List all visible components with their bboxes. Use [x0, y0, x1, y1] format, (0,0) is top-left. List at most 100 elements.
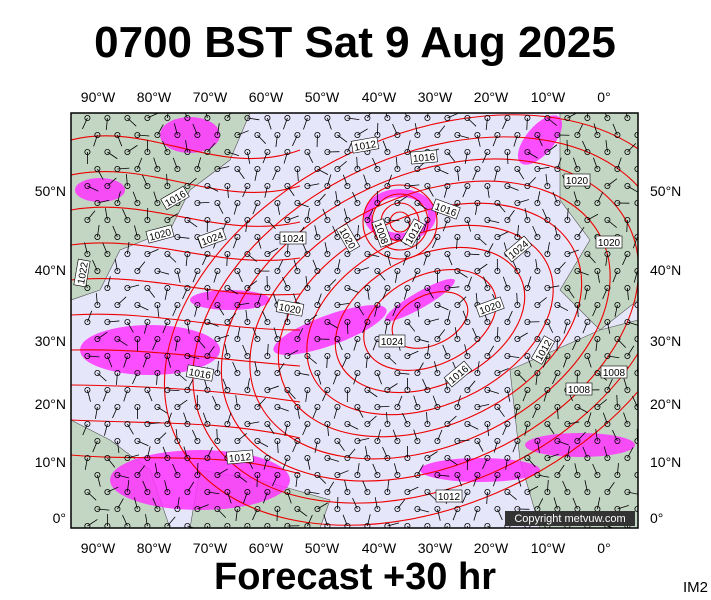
- barb: [382, 140, 388, 153]
- lon-label: 80°W: [137, 89, 172, 105]
- barb: [614, 335, 621, 342]
- barb: [407, 486, 419, 493]
- barb: [387, 383, 398, 391]
- barb: [247, 253, 258, 262]
- barb: [104, 488, 111, 495]
- barb: [344, 480, 348, 493]
- barb: [494, 168, 498, 181]
- barb: [374, 505, 381, 512]
- barb: [607, 525, 614, 528]
- barb: [487, 389, 500, 394]
- barb: [194, 131, 201, 138]
- barb: [204, 250, 211, 257]
- barb: [513, 134, 518, 147]
- barb: [624, 318, 631, 325]
- barb: [444, 250, 451, 257]
- barb: [384, 115, 391, 122]
- barb: [394, 403, 401, 410]
- barb: [497, 508, 503, 521]
- barb: [294, 335, 301, 342]
- barb: [622, 253, 628, 266]
- barb: [87, 185, 99, 192]
- barb: [384, 386, 391, 393]
- barb: [402, 412, 408, 425]
- barb: [447, 415, 457, 425]
- barb: [577, 124, 584, 136]
- lon-label: 0°: [597, 540, 610, 556]
- barb: [512, 259, 518, 272]
- barb: [334, 335, 341, 342]
- barb: [174, 369, 181, 376]
- barb: [87, 210, 96, 221]
- barb: [207, 346, 215, 357]
- barb: [137, 465, 146, 476]
- barb: [137, 261, 146, 272]
- barb: [404, 318, 411, 325]
- barb: [257, 397, 266, 408]
- barb: [127, 145, 138, 153]
- barb: [372, 463, 378, 476]
- barb: [167, 389, 180, 392]
- barb: [487, 219, 500, 223]
- barb: [544, 148, 551, 155]
- barb: [204, 420, 211, 427]
- barb: [524, 208, 528, 221]
- barb: [457, 168, 460, 181]
- barb: [414, 267, 421, 274]
- barb: [304, 115, 311, 122]
- barb: [504, 420, 511, 427]
- barb: [194, 437, 201, 444]
- barb: [272, 168, 278, 181]
- barb: [447, 253, 453, 266]
- barb: [595, 338, 598, 351]
- barb: [604, 488, 611, 495]
- barb: [144, 250, 151, 257]
- barb: [557, 157, 562, 170]
- barb: [117, 338, 128, 346]
- barb: [344, 250, 351, 257]
- barb: [374, 497, 378, 510]
- barb: [587, 355, 592, 368]
- barb: [444, 318, 451, 325]
- barb: [392, 429, 398, 442]
- barb: [172, 157, 178, 170]
- barb: [364, 420, 371, 427]
- barb: [487, 525, 492, 528]
- barb: [364, 488, 371, 495]
- barb: [574, 471, 581, 478]
- barb: [444, 352, 451, 359]
- barb: [252, 508, 258, 521]
- barb: [123, 389, 128, 402]
- barb: [94, 199, 101, 206]
- barb: [547, 453, 559, 459]
- barb: [457, 395, 461, 408]
- barb: [247, 378, 250, 391]
- barb: [124, 284, 131, 291]
- barb: [244, 182, 251, 189]
- barb: [437, 429, 443, 442]
- barb: [84, 216, 91, 223]
- barb: [235, 395, 238, 408]
- barb: [377, 270, 386, 281]
- barb: [584, 250, 591, 257]
- barb: [162, 140, 168, 153]
- barb: [114, 471, 121, 478]
- barb: [207, 287, 209, 301]
- barb: [283, 151, 288, 164]
- barb: [184, 318, 191, 325]
- barb: [624, 386, 631, 393]
- barb: [407, 350, 419, 357]
- barb: [604, 284, 611, 291]
- barb: [517, 168, 525, 180]
- isobar-label-text: 1012: [229, 452, 253, 465]
- barb: [187, 481, 195, 493]
- lat-label: 10°N: [650, 454, 681, 470]
- barb: [454, 327, 458, 340]
- barb: [237, 168, 245, 179]
- barb: [214, 335, 221, 342]
- barb: [447, 310, 451, 323]
- barb: [464, 420, 471, 427]
- barb: [314, 440, 318, 453]
- barb: [343, 208, 348, 221]
